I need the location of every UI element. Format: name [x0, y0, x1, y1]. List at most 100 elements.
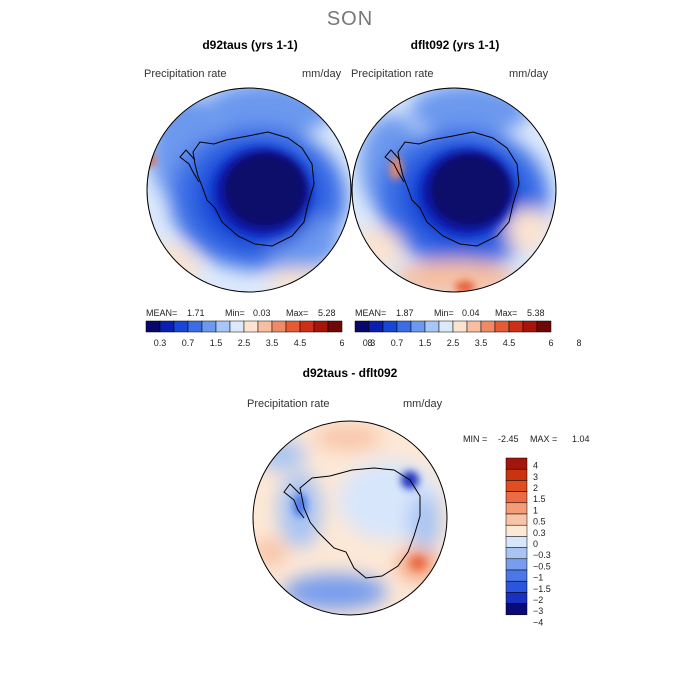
panel3-colorbar-swatch — [505, 502, 528, 515]
panel2-colorbar-swatch — [508, 320, 524, 333]
figure-title: SON — [326, 8, 374, 30]
map1-peninsula — [179, 149, 200, 183]
panel2-colorbar-swatch — [480, 320, 496, 333]
panel2-variable: Precipitation rate — [351, 68, 434, 80]
panel1-colorbar-tick: 3.5 — [266, 338, 279, 348]
panel2-colorbar-swatch — [424, 320, 440, 333]
panel2-mean-label: MEAN= — [355, 308, 386, 318]
panel2-min-value: 0.04 — [462, 308, 480, 318]
panel3-colorbar-tick: −2 — [533, 595, 543, 605]
panel3-colorbar-tick: −0.3 — [533, 550, 551, 560]
panel3-colorbar-swatch — [505, 513, 528, 526]
panel3-colorbar-tick: 3 — [533, 472, 538, 482]
map1-core — [223, 152, 307, 228]
panel2-title: dflt092 (yrs 1-1) — [410, 38, 500, 52]
panel2-colorbar-swatch — [410, 320, 426, 333]
map3 — [252, 420, 448, 616]
panel1-max-value: 5.28 — [318, 308, 336, 318]
panel2-stats: MEAN= 1.87 Min= 0.04 Max= 5.38 — [355, 308, 545, 318]
panel1-colorbar-swatch — [201, 320, 217, 333]
panel3-min-value: -2.45 — [498, 434, 519, 444]
panel3-colorbar-swatch — [505, 580, 528, 593]
panel2-colorbar-swatch — [466, 320, 482, 333]
panel2-colorbar-swatch — [494, 320, 510, 333]
panel1-stats: MEAN= 1.71 Min= 0.03 Max= 5.28 — [146, 308, 336, 318]
panel3-colorbar-tick: −1 — [533, 573, 543, 583]
panel1-colorbar-swatch — [243, 320, 259, 333]
panel1-colorbar-tick: 2.5 — [238, 338, 251, 348]
panel1-colorbar-swatch — [145, 320, 161, 333]
panel1-colorbar-tick: 6 — [339, 338, 344, 348]
panel3-colorbar-swatch — [505, 569, 528, 582]
panel3-colorbar-swatch — [505, 457, 528, 470]
panel1-colorbar-tick: 4.5 — [294, 338, 307, 348]
map2-coastline — [397, 131, 520, 247]
panel3-min-label: MIN = — [463, 434, 487, 444]
panel2-units: mm/day — [509, 68, 549, 80]
map2-red-south — [455, 281, 475, 292]
panel1-colorbar-swatch — [313, 320, 329, 333]
panel1-colorbar-swatch — [271, 320, 287, 333]
map2-warm-sw — [352, 228, 403, 268]
panel3-colorbar-swatch — [505, 603, 528, 616]
panel3-colorbar-swatch — [505, 524, 528, 537]
panel2-colorbar-tick: 6 — [548, 338, 553, 348]
map2-peninsula — [384, 149, 405, 183]
panel2-colorbar-tick: 4.5 — [503, 338, 516, 348]
panel2-min-label: Min= — [434, 308, 454, 318]
panel1-colorbar-swatch — [257, 320, 273, 333]
map2-outline — [351, 87, 557, 293]
map3-coastline — [299, 467, 421, 579]
panel3-colorbar-swatch — [505, 536, 528, 548]
panel1-units: mm/day — [302, 68, 342, 80]
panel3-colorbar-tick: 1 — [533, 505, 538, 515]
panel2-colorbar-tick: 8 — [576, 338, 581, 348]
panel2-mean-value: 1.87 — [396, 308, 414, 318]
map1-warm-sw — [147, 244, 199, 292]
panel3-max-label: MAX = — [530, 434, 557, 444]
panel3-colorbar-tick: 0.3 — [533, 528, 546, 538]
panel3-colorbar-tick: −3 — [533, 606, 543, 616]
map1 — [146, 87, 352, 293]
panel3-units: mm/day — [403, 398, 443, 410]
panel1-min-value: 0.03 — [253, 308, 271, 318]
panel2-colorbar-swatch — [438, 320, 454, 333]
panel2-colorbar-swatch — [396, 320, 412, 333]
panel1-max-label: Max= — [286, 308, 308, 318]
panel1-colorbar-swatch — [327, 320, 343, 333]
panel2-colorbar-tick: 0.3 — [363, 338, 376, 348]
panel2-max-label: Max= — [495, 308, 517, 318]
panel1-title: d92taus (yrs 1-1) — [202, 38, 298, 52]
panel3-colorbar-tick: 2 — [533, 483, 538, 493]
panel2-colorbar-swatch — [522, 320, 538, 333]
panel3-colorbar-tick: −0.5 — [533, 561, 551, 571]
map1-outline — [146, 87, 352, 293]
panel3-colorbar-tick: 4 — [533, 461, 538, 471]
map3-blue-south — [283, 574, 387, 610]
panel1-colorbar: 0.3 0.7 1.5 2.5 3.5 4.5 6 8 — [145, 320, 373, 348]
panel3-stats: MIN = -2.45 MAX = 1.04 — [463, 434, 590, 444]
panel1-variable: Precipitation rate — [144, 68, 227, 80]
panel3-variable: Precipitation rate — [247, 398, 330, 410]
panel3-colorbar-tick: −4 — [533, 617, 543, 627]
panel1-colorbar-tick: 0.3 — [154, 338, 167, 348]
panel1-mean-value: 1.71 — [187, 308, 205, 318]
panel2-colorbar-swatch — [354, 320, 370, 333]
panel1-colorbar-swatch — [173, 320, 189, 333]
panel1-mean-label: MEAN= — [146, 308, 177, 318]
panel1-colorbar-swatch — [285, 320, 301, 333]
map1-warm-s — [268, 268, 332, 292]
map2-warm-e — [506, 208, 550, 252]
panel1-colorbar-swatch — [229, 320, 245, 333]
panel3-colorbar-swatch — [505, 480, 528, 492]
map3-peninsula — [283, 483, 305, 519]
panel2-colorbar: 0.3 0.7 1.5 2.5 3.5 4.5 6 8 — [354, 320, 582, 348]
panel3-colorbar-tick: −1.5 — [533, 584, 551, 594]
panel3-colorbar-tick: 0 — [533, 539, 538, 549]
panel2-max-value: 5.38 — [527, 308, 545, 318]
panel3-colorbar-swatch — [505, 558, 528, 571]
panel2-colorbar-tick: 0.7 — [391, 338, 404, 348]
map3-blue-east — [409, 494, 441, 550]
